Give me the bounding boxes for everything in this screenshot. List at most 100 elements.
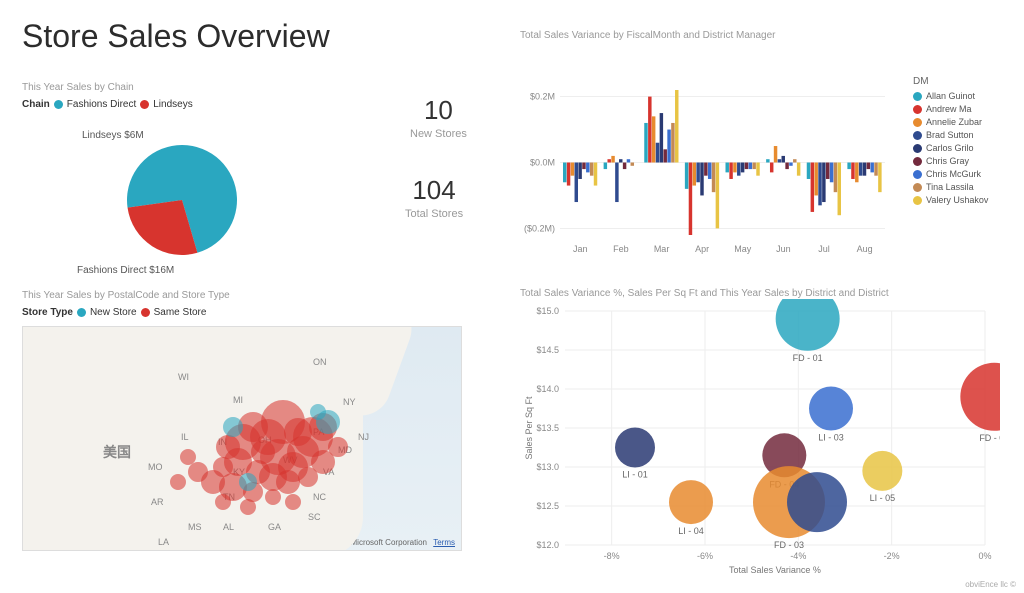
map-state-label: ON: [313, 357, 327, 367]
map-bubble[interactable]: [188, 462, 208, 482]
legend-swatch-icon: [913, 196, 922, 205]
svg-text:$14.0: $14.0: [536, 384, 559, 394]
bar-legend-item[interactable]: Andrew Ma: [913, 104, 1008, 114]
svg-text:LI - 03: LI - 03: [818, 433, 844, 443]
svg-text:$12.0: $12.0: [536, 540, 559, 550]
bar-legend-item[interactable]: Chris Gray: [913, 156, 1008, 166]
svg-text:Jan: Jan: [573, 244, 588, 254]
svg-text:$0.0M: $0.0M: [530, 158, 555, 168]
bar-title: Total Sales Variance by FiscalMonth and …: [520, 30, 1000, 41]
map-country-label: 美国: [103, 442, 131, 462]
svg-text:Apr: Apr: [695, 244, 709, 254]
map-state-label: NJ: [358, 432, 369, 442]
map-bubble[interactable]: [170, 474, 186, 490]
svg-text:($0.2M): ($0.2M): [524, 223, 555, 233]
map-bubble[interactable]: [276, 470, 300, 494]
bar-legend-title: DM: [913, 76, 1008, 87]
legend-swatch-icon: [913, 157, 922, 166]
map-terms-link[interactable]: Terms: [433, 538, 455, 547]
map-bubble[interactable]: [180, 449, 196, 465]
map-state-label: MO: [148, 462, 163, 472]
bar-legend-item[interactable]: Valery Ushakov: [913, 195, 1008, 205]
bar-legend-item[interactable]: Carlos Grilo: [913, 143, 1008, 153]
map-swatch-1: [141, 308, 150, 317]
pie-chart-section: This Year Sales by Chain Chain Fashions …: [22, 82, 302, 280]
bar-chart[interactable]: $0.2M$0.0M($0.2M)JanFebMarAprMayJunJulAu…: [520, 80, 895, 260]
svg-text:-6%: -6%: [697, 551, 713, 561]
map-state-label: LA: [158, 537, 169, 547]
svg-text:Feb: Feb: [613, 244, 629, 254]
legend-swatch-icon: [913, 118, 922, 127]
bar-legend-item[interactable]: Tina Lassila: [913, 182, 1008, 192]
bar-legend-item[interactable]: Brad Sutton: [913, 130, 1008, 140]
svg-text:$13.5: $13.5: [536, 423, 559, 433]
pie-title: This Year Sales by Chain: [22, 82, 302, 93]
pie-chart[interactable]: Fashions Direct $16M Lindseys $6M: [22, 120, 282, 280]
kpi-new-stores-label: New Stores: [410, 128, 467, 140]
svg-text:$12.5: $12.5: [536, 501, 559, 511]
svg-text:FD - 02: FD - 02: [979, 433, 1000, 443]
svg-text:Total Sales Variance %: Total Sales Variance %: [729, 565, 821, 575]
svg-text:$15.0: $15.0: [536, 306, 559, 316]
svg-text:LI - 04: LI - 04: [678, 526, 704, 536]
svg-text:-2%: -2%: [884, 551, 900, 561]
map-bubble[interactable]: [265, 489, 281, 505]
svg-text:$0.2M: $0.2M: [530, 92, 555, 102]
svg-text:LI - 05: LI - 05: [870, 493, 896, 503]
svg-text:LI - 01: LI - 01: [622, 470, 648, 480]
pie-slice-label-1: Lindseys $6M: [82, 130, 144, 141]
svg-text:-4%: -4%: [790, 551, 806, 561]
svg-text:0%: 0%: [978, 551, 991, 561]
bubble-chart-section: Total Sales Variance %, Sales Per Sq Ft …: [520, 288, 1000, 578]
map-bubble[interactable]: [298, 467, 318, 487]
map-chart[interactable]: Microsoft Bing © 2023 TomTom, © 2024 Mic…: [22, 326, 462, 551]
map-legend-item-0: New Store: [90, 307, 137, 318]
map-swatch-0: [77, 308, 86, 317]
map-title: This Year Sales by PostalCode and Store …: [22, 290, 482, 301]
legend-swatch-icon: [913, 144, 922, 153]
map-state-label: NC: [313, 492, 326, 502]
svg-text:Sales Per Sq Ft: Sales Per Sq Ft: [524, 396, 534, 460]
map-bubble[interactable]: [239, 473, 257, 491]
map-state-label: GA: [268, 522, 281, 532]
legend-swatch-icon: [913, 131, 922, 140]
map-bubble[interactable]: [215, 494, 231, 510]
map-bubble[interactable]: [240, 499, 256, 515]
svg-text:May: May: [734, 244, 752, 254]
svg-text:-8%: -8%: [604, 551, 620, 561]
bar-chart-section: Total Sales Variance by FiscalMonth and …: [520, 30, 1000, 250]
copyright: obviEnce llc ©: [965, 580, 1016, 589]
bubble-chart[interactable]: $12.0$12.5$13.0$13.5$14.0$14.5$15.0-8%-6…: [520, 299, 1000, 577]
pie-legend-label: Chain: [22, 99, 50, 110]
legend-swatch-icon: [913, 105, 922, 114]
pie-slice-label-0: Fashions Direct $16M: [77, 265, 174, 276]
svg-text:Mar: Mar: [654, 244, 670, 254]
svg-text:Jun: Jun: [776, 244, 791, 254]
map-bubble[interactable]: [223, 417, 243, 437]
page-title: Store Sales Overview: [22, 18, 330, 55]
map-state-label: NY: [343, 397, 356, 407]
bar-legend-item[interactable]: Allan Guinot: [913, 91, 1008, 101]
kpi-total-stores[interactable]: 104 Total Stores: [405, 175, 463, 220]
map-state-label: AL: [223, 522, 234, 532]
svg-text:FD - 03: FD - 03: [774, 540, 804, 550]
map-bubble[interactable]: [285, 494, 301, 510]
bubble-title: Total Sales Variance %, Sales Per Sq Ft …: [520, 288, 1000, 299]
map-state-label: WI: [178, 372, 189, 382]
kpi-new-stores[interactable]: 10 New Stores: [410, 95, 467, 140]
kpi-total-stores-value: 104: [405, 175, 463, 206]
svg-text:$14.5: $14.5: [536, 345, 559, 355]
svg-text:Aug: Aug: [857, 244, 873, 254]
legend-swatch-icon: [913, 92, 922, 101]
map-section: This Year Sales by PostalCode and Store …: [22, 290, 482, 580]
bar-legend-item[interactable]: Annelie Zubar: [913, 117, 1008, 127]
map-bubble[interactable]: [310, 404, 326, 420]
kpi-new-stores-value: 10: [410, 95, 467, 126]
map-bubble[interactable]: [328, 437, 348, 457]
map-legend: Store Type New Store Same Store: [22, 307, 482, 318]
svg-text:FD - 01: FD - 01: [793, 353, 823, 363]
map-state-label: MI: [233, 395, 243, 405]
pie-swatch-0: [54, 100, 63, 109]
bar-legend-item[interactable]: Chris McGurk: [913, 169, 1008, 179]
kpi-total-stores-label: Total Stores: [405, 208, 463, 220]
